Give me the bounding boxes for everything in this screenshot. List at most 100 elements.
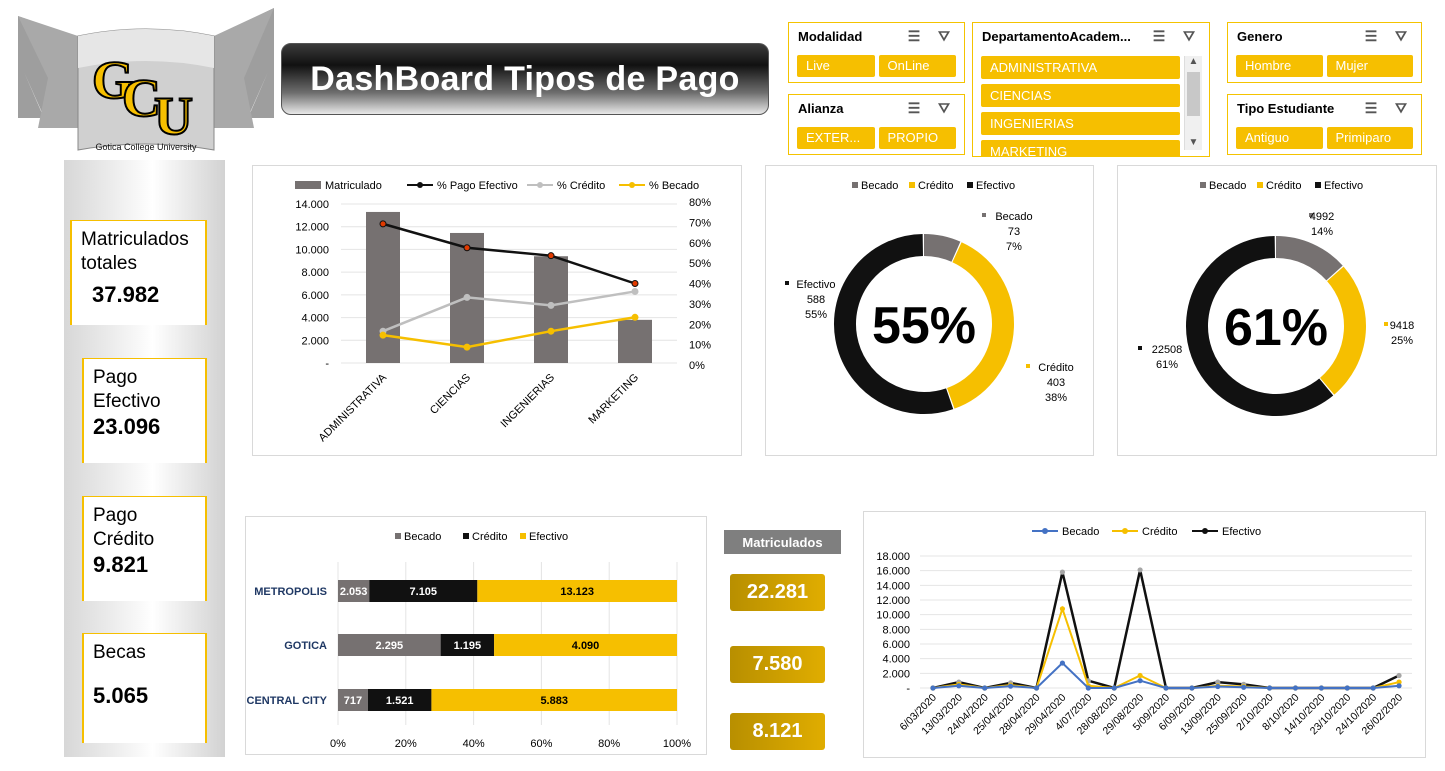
chart-panel-fechas: Becado Crédito Efectivo 18.000 16.000 14.000 1…	[863, 511, 1426, 758]
scroll-up-icon[interactable]: ▲	[1188, 56, 1199, 67]
data-label: 22508	[1152, 344, 1183, 356]
y-tick-label: 14.000	[295, 199, 329, 211]
legend-swatch	[967, 182, 973, 188]
x-tick-label: 100%	[663, 738, 691, 750]
line-point	[547, 301, 555, 309]
clear-filter-icon[interactable]: ⛛	[1183, 27, 1195, 44]
data-label: Becado	[995, 211, 1032, 223]
legend-label: Efectivo	[1324, 180, 1363, 192]
y2-tick-label: 40%	[689, 279, 711, 291]
line-point	[1085, 685, 1091, 691]
slicer-item-propio[interactable]: PROPIO	[878, 127, 956, 149]
y-tick-label: 6.000	[882, 639, 910, 651]
legend-label: Efectivo	[976, 180, 1015, 192]
data-label: Crédito	[1038, 362, 1073, 374]
y2-tick-label: 70%	[689, 217, 711, 229]
line-point	[379, 220, 387, 228]
y2-tick-label: 30%	[689, 299, 711, 311]
multi-select-icon[interactable]: ☰	[907, 27, 921, 44]
legend-swatch	[295, 181, 321, 189]
data-label: 403	[1047, 377, 1065, 389]
multi-select-icon[interactable]: ☰	[907, 99, 921, 116]
chart-panel-ciudades: Becado Crédito Efectivo 0% 20% 40% 60% 80% 100% 2…	[245, 516, 707, 755]
slicer-genero: Genero ☰ ⛛ Hombre Mujer	[1227, 22, 1422, 83]
slicer-item-marketing[interactable]: MARKETING	[981, 140, 1180, 156]
donut-slice	[1319, 266, 1366, 395]
multi-select-icon[interactable]: ☰	[1152, 27, 1166, 44]
clear-filter-icon[interactable]: ⛛	[1395, 99, 1407, 116]
stacked-bar-segment	[369, 580, 478, 602]
data-label: 13.123	[560, 586, 594, 598]
y-category-label: GOTICA	[284, 640, 327, 652]
legend-swatch	[520, 533, 526, 539]
data-label: 7.105	[410, 586, 438, 598]
clear-filter-icon[interactable]: ⛛	[1395, 27, 1407, 44]
y-tick-label: 4.000	[301, 313, 329, 325]
scroll-thumb[interactable]	[1187, 72, 1200, 116]
y2-tick-label: 10%	[689, 340, 711, 352]
legend-label: Crédito	[1142, 526, 1177, 538]
line-point	[1241, 684, 1247, 690]
legend-swatch	[1042, 528, 1048, 534]
stacked-bar-segment	[431, 689, 677, 711]
data-label: 1.521	[386, 695, 414, 707]
y-tick-label: 10.000	[295, 244, 329, 256]
line-point	[930, 685, 936, 691]
clear-filter-icon[interactable]: ⛛	[938, 99, 950, 116]
line-point	[1163, 685, 1169, 691]
y-tick-label: 12.000	[876, 595, 910, 607]
slicer-item-primiparo[interactable]: Primiparo	[1326, 127, 1413, 149]
data-label: 717	[344, 695, 362, 707]
line-point	[1396, 679, 1402, 685]
data-label: 2.053	[340, 586, 368, 598]
stacked-bar-segment	[494, 634, 677, 656]
legend-swatch	[537, 182, 543, 188]
scroll-down-icon[interactable]: ▼	[1188, 137, 1199, 148]
x-tick-label: INGENIERIAS	[498, 372, 557, 431]
slicer-item-antiguo[interactable]: Antiguo	[1236, 127, 1323, 149]
matriculados-header: Matriculados	[724, 530, 841, 554]
kpi-pago-credito: Pago Crédito 9.821	[82, 496, 207, 601]
line-point	[547, 327, 555, 335]
bar-matriculado	[534, 256, 568, 363]
kpi-value: 5.065	[93, 683, 149, 708]
line-point	[1059, 569, 1066, 575]
line-becado	[382, 316, 636, 349]
stacked-bar-segment	[477, 580, 677, 602]
slicer-item-ingenierias[interactable]: INGENIERIAS	[981, 112, 1180, 135]
donut-slice	[834, 234, 954, 414]
y-tick-label: -	[325, 358, 329, 370]
line-crdito	[382, 290, 636, 333]
line-crédito	[932, 605, 1400, 690]
slicer-departamento: DepartamentoAcadem... ☰ ⛛ ADMINISTRATIVA…	[972, 22, 1210, 157]
stacked-bar-segment	[338, 689, 368, 711]
line-point	[1059, 606, 1066, 612]
line-point	[1318, 685, 1324, 691]
line-point	[1266, 685, 1273, 691]
multi-select-icon[interactable]: ☰	[1364, 27, 1378, 44]
donut-slice	[946, 242, 1014, 409]
slicer-scrollbar[interactable]: ▲ ▼	[1184, 56, 1202, 150]
slicer-item-ciencias[interactable]: CIENCIAS	[981, 84, 1180, 107]
donut-slice	[923, 234, 961, 262]
clear-filter-icon[interactable]: ⛛	[938, 27, 950, 44]
slicer-modalidad: Modalidad ☰ ⛛ Live OnLine	[788, 22, 965, 83]
data-label: 38%	[1045, 392, 1067, 404]
data-label: 2.295	[376, 640, 404, 652]
slicer-item-mujer[interactable]: Mujer	[1326, 55, 1413, 77]
slicer-item-externo[interactable]: EXTER...	[797, 127, 875, 149]
slicer-item-online[interactable]: OnLine	[878, 55, 956, 77]
multi-select-icon[interactable]: ☰	[1364, 99, 1378, 116]
slicer-item-live[interactable]: Live	[797, 55, 875, 77]
data-label-marker	[1384, 322, 1388, 326]
slicer-item-administrativa[interactable]: ADMINISTRATIVA	[981, 56, 1180, 79]
slicer-item-hombre[interactable]: Hombre	[1236, 55, 1323, 77]
legend-label: Crédito	[472, 531, 507, 543]
data-label-marker	[1026, 364, 1030, 368]
line-pagoefectivo	[382, 222, 636, 285]
legend-swatch	[629, 182, 635, 188]
line-point	[1189, 685, 1195, 691]
legend-label: % Pago Efectivo	[437, 180, 518, 192]
kpi-label: Matriculados	[81, 229, 189, 250]
y-tick-label: 10.000	[876, 610, 910, 622]
